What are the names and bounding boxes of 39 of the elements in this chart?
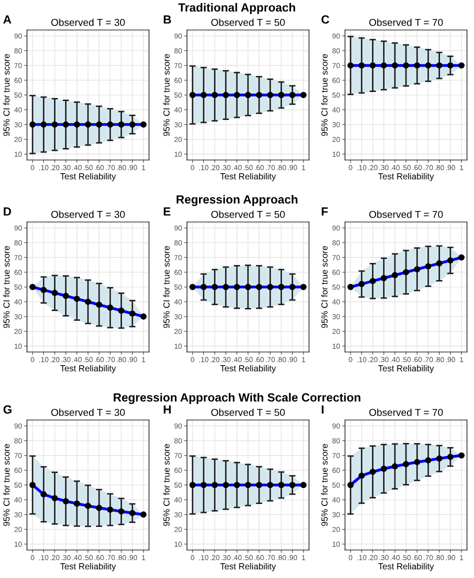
text: B xyxy=(164,15,171,24)
chart-title: Observed T = 50 xyxy=(211,408,285,416)
y-axis-title: 95% CI for true score xyxy=(163,246,170,328)
text: Regression Approach xyxy=(176,194,298,206)
chart-title: Observed T = 30 xyxy=(51,408,125,416)
chart-title: Observed T = 70 xyxy=(369,18,443,26)
y-axis-title: 95% CI for true score xyxy=(3,54,10,136)
text: G xyxy=(3,405,12,414)
text: I xyxy=(322,405,324,414)
y-axis-title: 95% CI for true score xyxy=(321,444,328,526)
y-axis-title: 95% CI for true score xyxy=(321,246,328,328)
text: C xyxy=(321,15,330,24)
text: Traditional Approach xyxy=(178,2,296,14)
text: E xyxy=(164,207,170,216)
x-axis-title: Test Reliability xyxy=(60,172,116,182)
text: H xyxy=(164,405,171,414)
chart-title: Observed T = 30 xyxy=(51,210,125,218)
y-axis-title: 95% CI for true score xyxy=(321,54,328,136)
chart-title: Observed T = 50 xyxy=(211,18,285,26)
chart-title: Observed T = 30 xyxy=(51,18,125,26)
text: F xyxy=(322,207,328,216)
y-axis-title: 95% CI for true score xyxy=(163,54,170,136)
x-axis-title: Test Reliability xyxy=(60,562,116,572)
y-axis-title: 95% CI for true score xyxy=(3,444,10,526)
chart-title: Observed T = 70 xyxy=(369,408,443,416)
x-axis-title: Test Reliability xyxy=(378,562,434,572)
chart-title: Observed T = 70 xyxy=(369,210,443,218)
x-axis-title: Test Reliability xyxy=(60,364,116,374)
text: D xyxy=(4,207,12,216)
y-axis-title: 95% CI for true score xyxy=(163,444,170,526)
x-axis-title: Test Reliability xyxy=(220,172,276,182)
x-axis-title: Test Reliability xyxy=(378,364,434,374)
text: A xyxy=(3,15,12,24)
x-axis-title: Test Reliability xyxy=(220,562,276,572)
y-axis-title: 95% CI for true score xyxy=(3,246,10,328)
x-axis-title: Test Reliability xyxy=(378,172,434,182)
text: Regression Approach With Scale Correction xyxy=(114,392,360,404)
x-axis-title: Test Reliability xyxy=(220,364,276,374)
chart-title: Observed T = 50 xyxy=(211,210,285,218)
